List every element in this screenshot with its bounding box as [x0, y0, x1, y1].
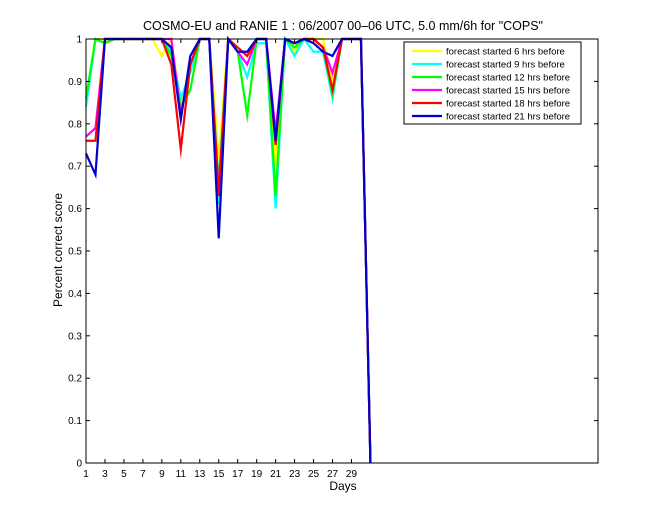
x-tick-label: 3 — [102, 469, 108, 480]
y-tick-label: 0.6 — [68, 204, 82, 215]
x-tick-label: 1 — [83, 469, 89, 480]
chart-title: COSMO-EU and RANIE 1 : 06/2007 00–06 UTC… — [143, 19, 543, 33]
ticks-layer: 1 3 5 7 9 11 13 15 17 19 21 23 25 27 2900.10.20.30.40.… — [68, 35, 598, 480]
y-tick-label: 0.9 — [68, 77, 82, 88]
legend-label-4: forecast started 15 hrs before — [446, 86, 570, 97]
y-tick-label: 0.4 — [68, 289, 82, 300]
x-tick-label: 25 — [308, 469, 320, 480]
x-tick-label: 11 — [176, 469, 187, 480]
legend-label-1: forecast started 6 hrs before — [446, 47, 565, 58]
legend-box — [403, 41, 582, 125]
legend: forecast started 6 hrs before forecast st… — [403, 41, 582, 125]
x-tick-label: 15 — [213, 469, 225, 480]
x-tick-label: 21 — [270, 469, 282, 480]
x-tick-label: 27 — [327, 469, 339, 480]
legend-label-5: forecast started 18 hrs before — [446, 99, 570, 110]
x-tick-label: 29 — [346, 469, 358, 480]
x-axis-label: Days — [329, 479, 356, 493]
y-tick-label: 0.3 — [68, 331, 82, 342]
y-tick-label: 0.1 — [68, 416, 82, 427]
y-tick-label: 1 — [76, 35, 82, 46]
x-tick-label: 17 — [232, 469, 244, 480]
y-tick-label: 0.8 — [68, 119, 82, 130]
y-tick-label: 0.7 — [68, 162, 82, 173]
x-tick-label: 5 — [121, 469, 127, 480]
x-tick-label: 7 — [140, 469, 146, 480]
legend-label-2: forecast started 9 hrs before — [446, 60, 565, 71]
y-tick-label: 0.5 — [68, 247, 82, 258]
y-axis-label: Percent correct score — [51, 193, 65, 307]
x-tick-label: 9 — [159, 469, 165, 480]
x-tick-label: 13 — [194, 469, 206, 480]
legend-label-3: forecast started 12 hrs before — [446, 73, 570, 84]
legend-label-6: forecast started 21 hrs before — [446, 112, 570, 123]
x-tick-label: 23 — [289, 469, 301, 480]
y-tick-label: 0.2 — [68, 374, 82, 385]
x-tick-label: 19 — [251, 469, 263, 480]
y-tick-label: 0 — [76, 459, 82, 470]
